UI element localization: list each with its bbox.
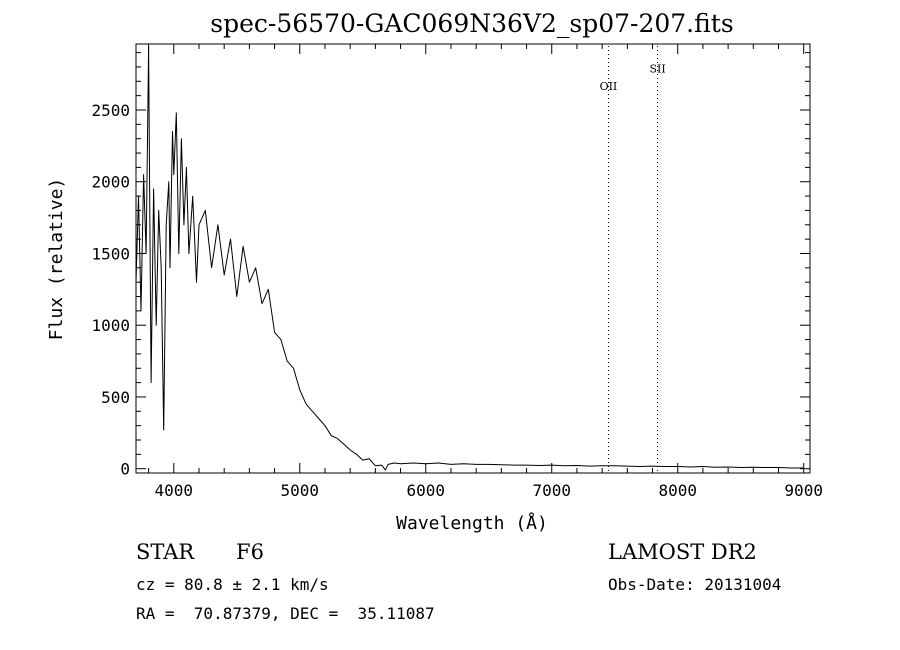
spectrum-line (135, 46, 804, 471)
plot-area: 4000 5000 6000 7000 8000 9000 0 500 1000 1500 2000… (91, 43, 823, 500)
y-tick-label: 0 (120, 460, 130, 479)
x-axis-label: Wavelength (Å) (396, 512, 548, 534)
x-tick-label: 4000 (155, 481, 194, 500)
y-tick-label: 2000 (91, 173, 130, 192)
redshift-line: cz = 80.8 ± 2.1 km/s (136, 575, 329, 594)
y-tick-label: 1500 (91, 244, 130, 263)
survey-label: LAMOST DR2 (608, 540, 757, 564)
x-tick-label: 6000 (406, 481, 445, 500)
x-tick-label: 8000 (658, 481, 697, 500)
object-class: STAR (136, 540, 195, 564)
observation-date: Obs-Date: 20131004 (608, 575, 782, 594)
x-tick-label: 9000 (784, 481, 823, 500)
line-label-oii: OII (600, 80, 618, 93)
spectral-subclass: F6 (236, 540, 264, 564)
y-axis-label: Flux (relative) (46, 178, 67, 341)
chart-title: spec-56570-GAC069N36V2_sp07-207.fits (210, 9, 733, 38)
x-tick-label: 5000 (281, 481, 320, 500)
y-tick-label: 2500 (91, 101, 130, 120)
coordinates-line: RA = 70.87379, DEC = 35.11087 (136, 604, 435, 623)
y-tick-label: 1000 (91, 316, 130, 335)
x-tick-label: 7000 (532, 481, 571, 500)
y-tick-label: 500 (101, 388, 130, 407)
plot-frame (135, 43, 811, 474)
line-label-sii: SII (649, 63, 665, 76)
